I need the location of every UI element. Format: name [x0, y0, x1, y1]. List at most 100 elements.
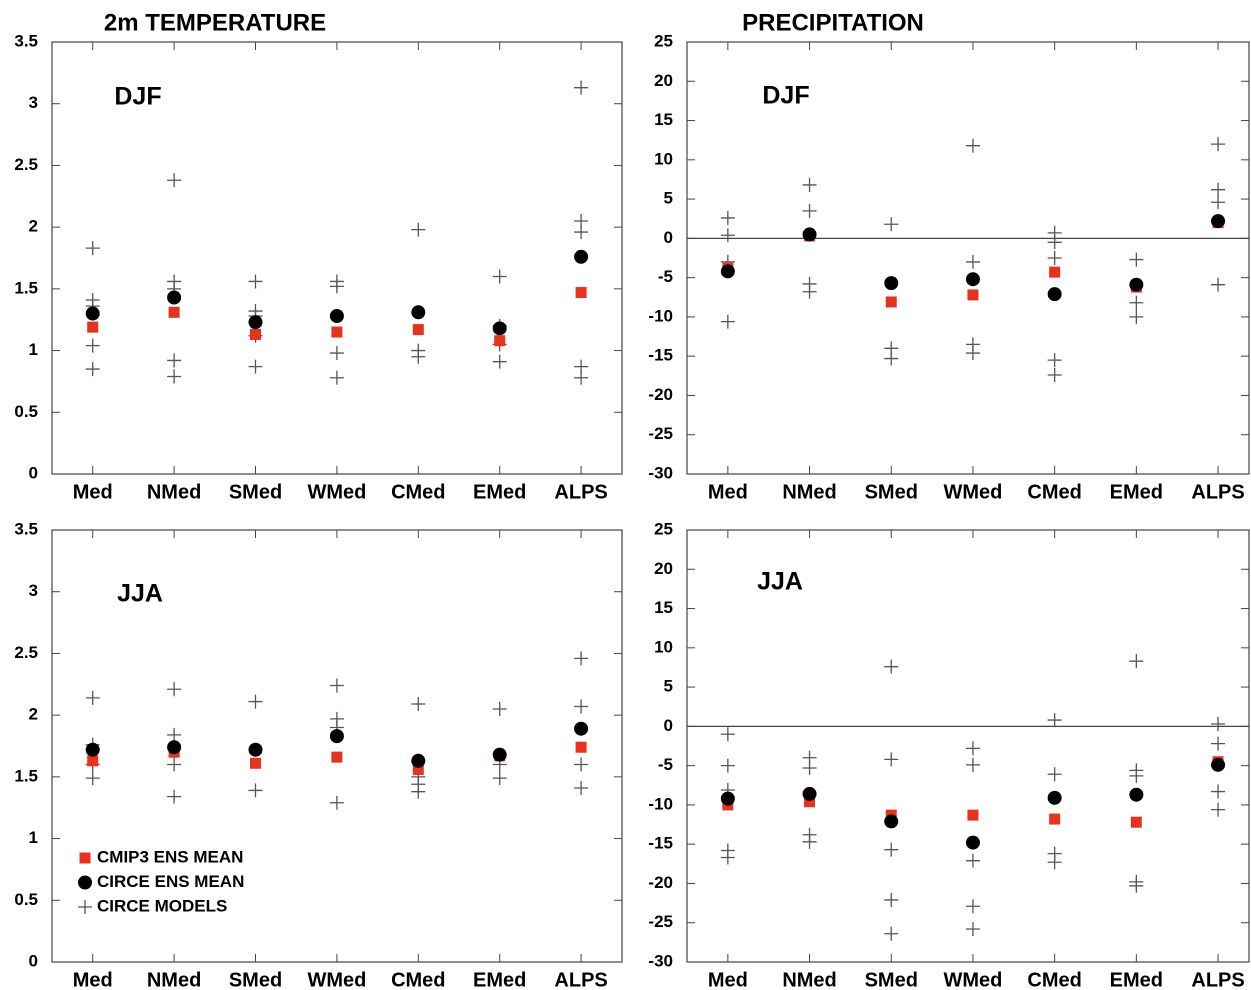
y-tick-label: 25: [654, 519, 673, 538]
model-marker: [965, 346, 980, 361]
model-marker: [1129, 295, 1144, 310]
y-tick-label: -20: [648, 873, 673, 892]
circe-mean-marker: [1211, 757, 1226, 772]
model-marker: [1047, 855, 1062, 870]
model-marker: [884, 892, 899, 907]
model-marker: [1211, 784, 1226, 799]
panel-title: 2m TEMPERATURE: [104, 9, 326, 36]
x-tick-label: ALPS: [554, 969, 607, 990]
y-tick-label: -10: [648, 306, 673, 325]
x-tick-label: SMed: [865, 481, 918, 503]
circe-mean-marker: [1129, 277, 1144, 292]
y-tick-label: 5: [664, 189, 673, 208]
model-marker: [1129, 309, 1144, 324]
cmip3-mean-marker: [250, 329, 261, 341]
y-tick-label: 3: [29, 93, 38, 112]
cmip3-mean-marker: [168, 306, 180, 318]
model-marker: [329, 795, 344, 810]
circe-mean-marker: [1047, 790, 1062, 805]
y-tick-label: -20: [648, 385, 673, 404]
model-marker: [492, 354, 507, 369]
y-tick-label: 1: [29, 340, 38, 359]
y-tick-label: 0: [664, 228, 673, 247]
circe-mean-marker: [574, 249, 589, 264]
circe-mean-marker: [329, 729, 344, 744]
model-marker: [574, 699, 589, 714]
circe-mean-marker: [248, 742, 263, 757]
model-marker: [1047, 235, 1062, 250]
model-marker: [1211, 717, 1226, 732]
circe-mean-marker: [802, 227, 817, 242]
season-label: JJA: [117, 580, 163, 608]
model-marker: [411, 697, 426, 712]
model-marker: [965, 922, 980, 937]
model-marker: [167, 757, 182, 772]
model-marker: [1047, 368, 1062, 383]
model-marker: [1129, 768, 1144, 783]
y-tick-label: 20: [654, 559, 673, 578]
cmip3-mean-marker: [1049, 813, 1061, 825]
model-marker: [248, 694, 263, 709]
model-marker: [1211, 195, 1226, 210]
y-tick-label: -30: [648, 463, 673, 482]
y-tick-label: 0: [29, 463, 38, 482]
model-marker: [720, 850, 735, 865]
model-marker: [492, 269, 507, 284]
x-tick-label: EMed: [1110, 969, 1163, 990]
legend-marker: [79, 852, 91, 864]
circe-mean-marker: [167, 290, 182, 305]
model-marker: [574, 651, 589, 666]
x-tick-label: EMed: [1110, 481, 1163, 503]
model-marker: [802, 284, 817, 299]
y-tick-label: 2.5: [14, 643, 38, 662]
legend-marker: [78, 900, 92, 914]
y-tick-label: -25: [648, 424, 673, 443]
model-marker: [965, 138, 980, 153]
model-marker: [167, 369, 182, 384]
circe-mean-marker: [85, 306, 100, 321]
model-marker: [965, 741, 980, 756]
model-marker: [167, 353, 182, 368]
model-marker: [574, 225, 589, 240]
model-marker: [574, 780, 589, 795]
y-tick-label: 2: [29, 217, 38, 236]
model-marker: [1129, 878, 1144, 893]
model-marker: [329, 346, 344, 361]
model-marker: [574, 370, 589, 385]
model-marker: [167, 682, 182, 697]
model-marker: [802, 177, 817, 192]
model-marker: [884, 659, 899, 674]
circe-mean-marker: [1211, 214, 1226, 229]
model-marker: [1211, 802, 1226, 817]
x-tick-label: Med: [73, 481, 113, 503]
y-tick-label: 15: [654, 110, 673, 129]
y-tick-label: -25: [648, 912, 673, 931]
y-tick-label: -30: [648, 951, 673, 970]
model-marker: [720, 210, 735, 225]
y-tick-label: 2.5: [14, 155, 38, 174]
cmip3-mean-marker: [87, 755, 99, 767]
legend-label: CMIP3 ENS MEAN: [97, 847, 243, 866]
circe-mean-marker: [411, 305, 426, 320]
model-marker: [802, 203, 817, 218]
circe-mean-marker: [1129, 787, 1144, 802]
y-tick-label: -5: [658, 267, 673, 286]
model-marker: [1129, 252, 1144, 267]
model-marker: [85, 241, 100, 256]
x-tick-label: WMed: [944, 481, 1003, 503]
model-marker: [965, 757, 980, 772]
model-marker: [329, 279, 344, 294]
y-tick-label: -5: [658, 755, 673, 774]
x-tick-label: NMed: [782, 481, 836, 503]
model-marker: [884, 351, 899, 366]
model-marker: [411, 222, 426, 237]
cmip3-mean-marker: [87, 321, 99, 333]
model-marker: [884, 842, 899, 857]
model-marker: [720, 727, 735, 742]
model-marker: [167, 727, 182, 742]
model-marker: [411, 349, 426, 364]
y-tick-label: 0: [664, 716, 673, 735]
y-tick-label: -15: [648, 346, 673, 365]
x-tick-label: WMed: [944, 969, 1003, 990]
panel-title: PRECIPITATION: [742, 9, 924, 36]
